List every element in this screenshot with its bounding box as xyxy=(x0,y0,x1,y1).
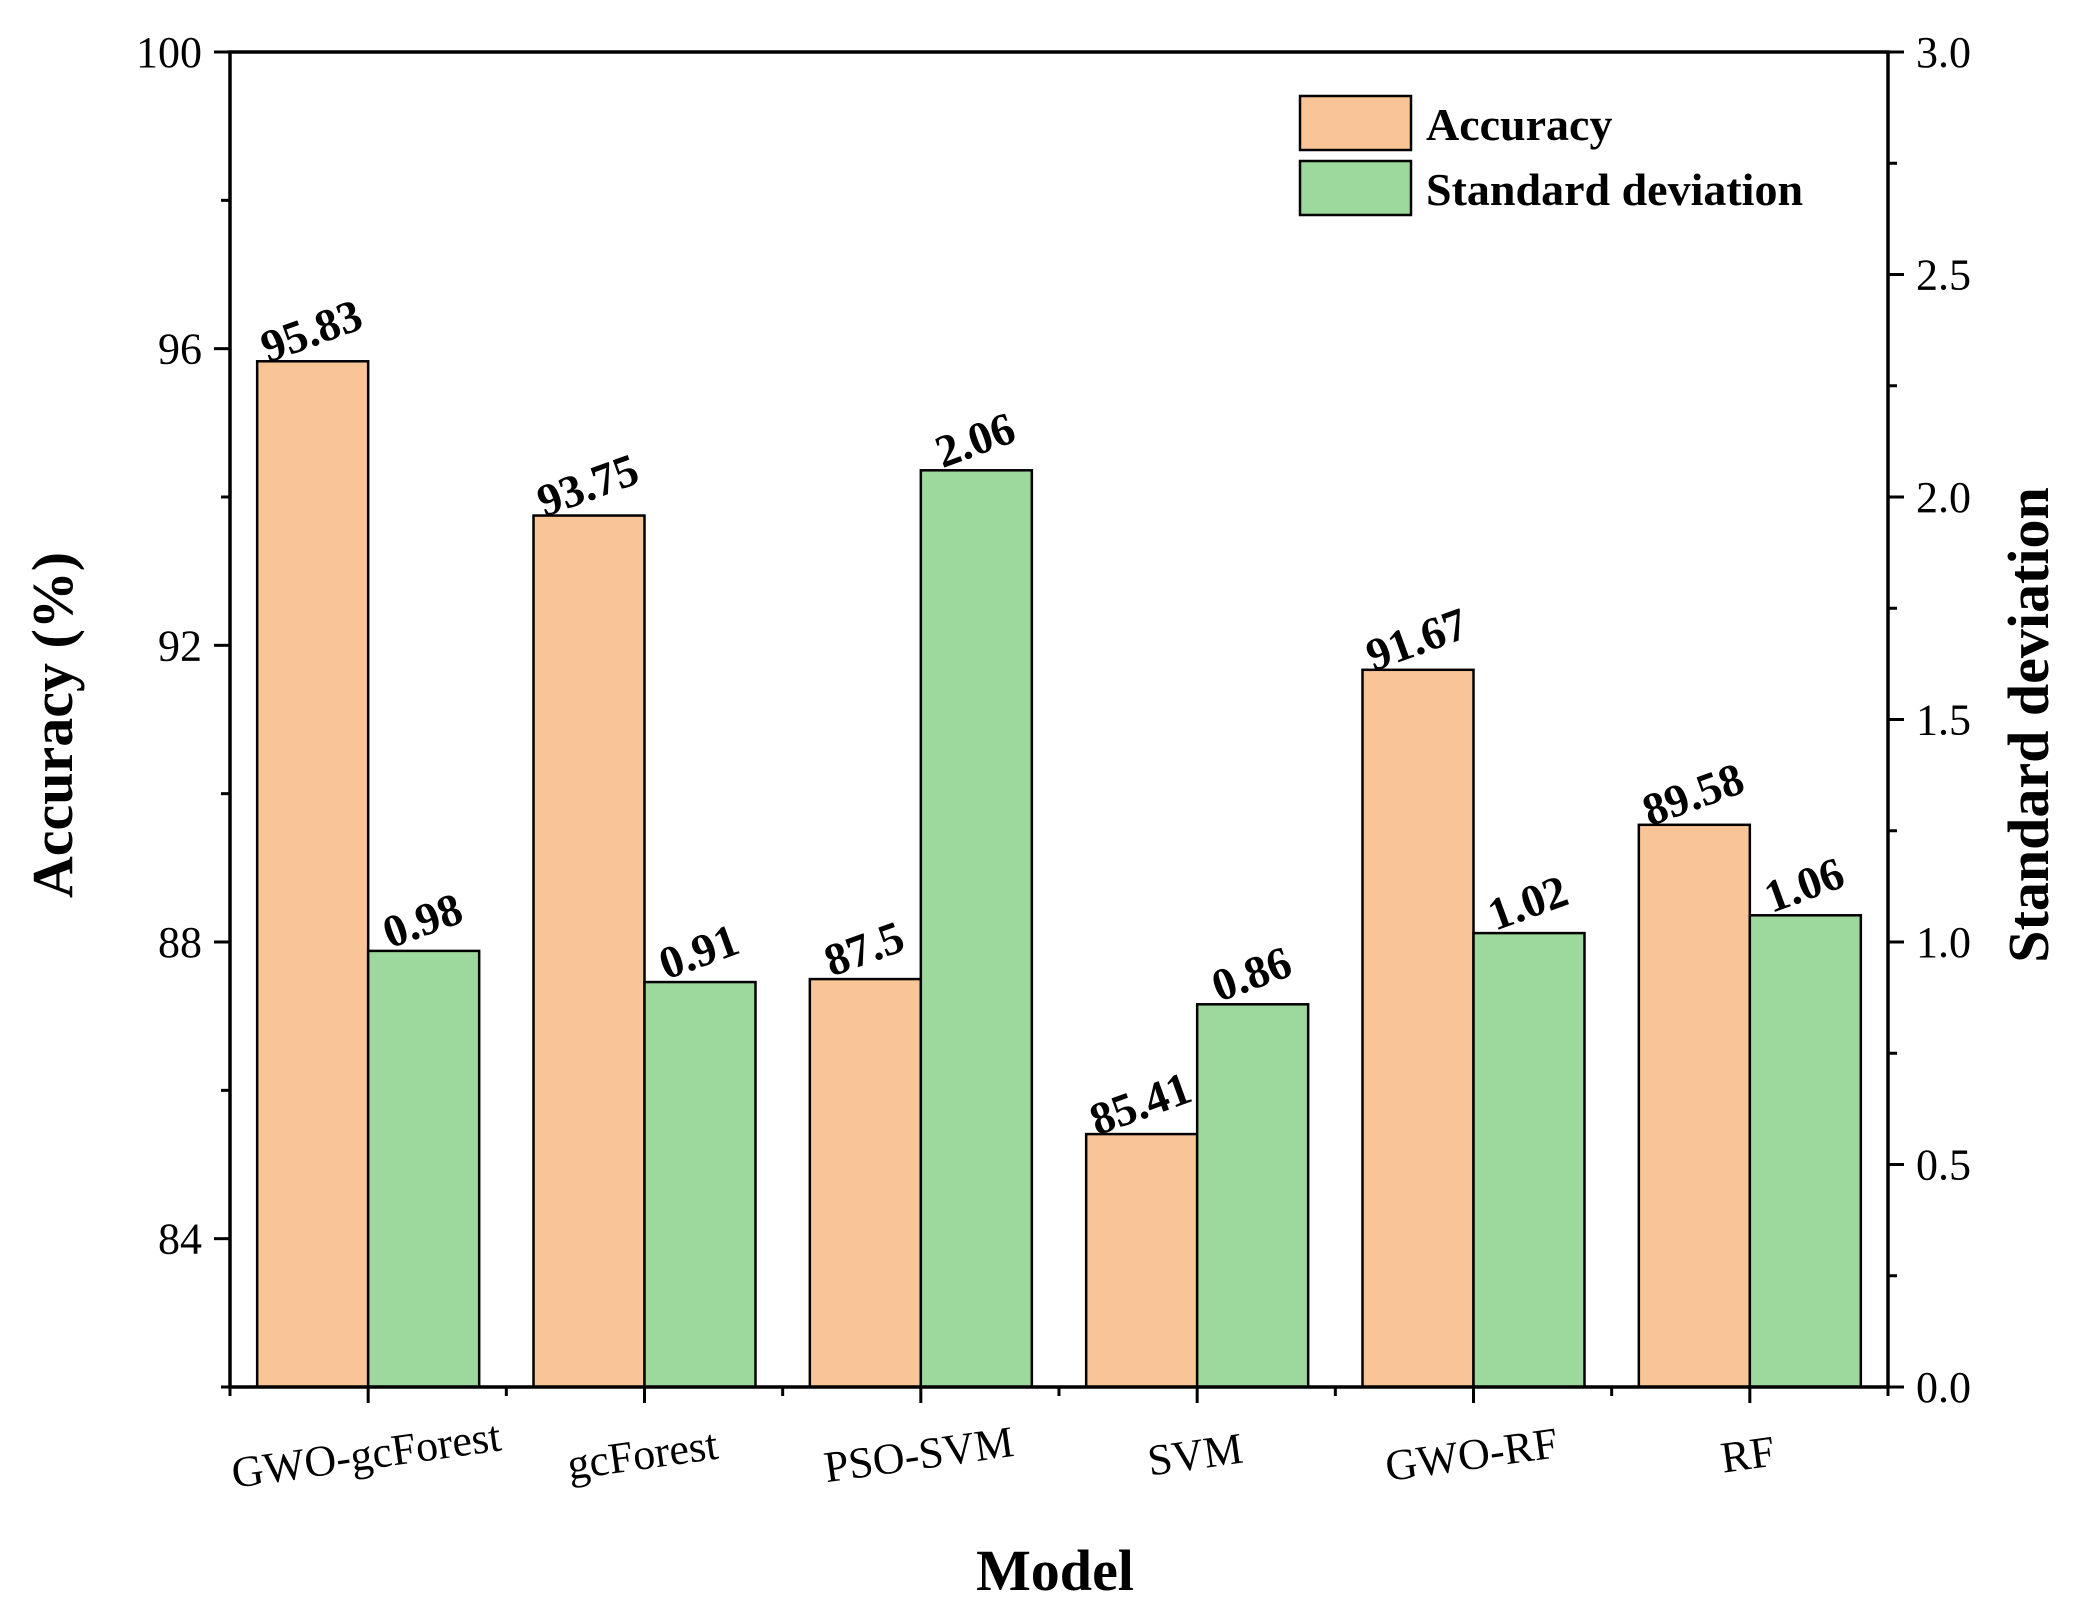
data-label-accuracy-gcforest: 93.75 xyxy=(530,443,645,526)
bar-std-rf xyxy=(1748,914,1863,1389)
bar-accuracy-gwo-gcforest xyxy=(255,360,370,1389)
x-tick-label-gwo-rf: GWO-RF xyxy=(1382,1418,1561,1491)
bar-std-pso-svm xyxy=(919,469,1034,1389)
x-tick-label-rf: RF xyxy=(1718,1427,1778,1483)
y2-tick-label: 0.0 xyxy=(1916,1363,1971,1412)
y2-tick-label: 1.0 xyxy=(1916,918,1971,967)
y-tick-label: 88 xyxy=(158,918,202,967)
bar-std-gwo-rf xyxy=(1472,931,1586,1389)
y2-tick-label: 0.5 xyxy=(1916,1141,1971,1190)
bar-accuracy-gcforest xyxy=(532,514,646,1389)
legend: Accuracy Standard deviation xyxy=(1298,94,1803,217)
legend-label-accuracy: Accuracy xyxy=(1426,99,1612,150)
bars-layer xyxy=(255,360,1863,1389)
y-tick-label: 92 xyxy=(158,621,202,670)
y-tick-label: 100 xyxy=(136,28,202,77)
x-tick-label-gwo-gcforest: GWO-gcForest xyxy=(228,1412,503,1498)
data-label-std-pso-svm: 2.06 xyxy=(928,402,1021,477)
legend-swatch-std xyxy=(1298,159,1413,217)
y2-tick-label: 2.0 xyxy=(1916,473,1971,522)
bar-accuracy-svm xyxy=(1084,1132,1199,1389)
data-label-accuracy-rf: 89.58 xyxy=(1636,753,1751,836)
data-label-accuracy-svm: 85.41 xyxy=(1083,1062,1198,1145)
x-axis-title: Model xyxy=(976,1538,1134,1603)
data-label-std-rf: 1.06 xyxy=(1757,847,1850,922)
data-label-accuracy-gwo-gcforest: 95.83 xyxy=(254,289,369,372)
data-label-accuracy-gwo-rf: 91.67 xyxy=(1359,598,1474,681)
y-axis-title: Accuracy (%) xyxy=(20,552,85,898)
data-label-std-svm: 0.86 xyxy=(1205,936,1298,1011)
bar-std-svm xyxy=(1195,1003,1310,1389)
y-tick-label: 84 xyxy=(158,1215,202,1264)
data-label-std-gwo-rf: 1.02 xyxy=(1481,865,1574,940)
bar-std-gwo-gcforest xyxy=(366,949,481,1389)
y2-axis-title: Standard deviation xyxy=(1996,487,2061,962)
bar-accuracy-gwo-rf xyxy=(1361,668,1475,1389)
data-labels-layer: 95.83 0.98 93.75 0.91 87.5 2.06 85.410.86 91.67… xyxy=(254,289,1851,1145)
bar-accuracy-pso-svm xyxy=(808,977,923,1389)
legend-label-std: Standard deviation xyxy=(1426,164,1803,215)
x-tick-label-svm: SVM xyxy=(1145,1424,1246,1486)
bar-accuracy-rf xyxy=(1637,823,1752,1389)
x-tick-label-gcforest: gcForest xyxy=(564,1420,721,1490)
y2-tick-label: 3.0 xyxy=(1916,28,1971,77)
y2-tick-label: 1.5 xyxy=(1916,696,1971,745)
bar-std-gcforest xyxy=(643,980,757,1389)
legend-swatch-accuracy xyxy=(1298,94,1413,152)
y2-tick-label: 2.5 xyxy=(1916,251,1971,300)
x-tick-label-pso-svm: PSO-SVM xyxy=(821,1417,1017,1492)
data-label-std-gcforest: 0.91 xyxy=(652,914,745,989)
data-label-accuracy-pso-svm: 87.5 xyxy=(817,911,910,986)
y-tick-label: 96 xyxy=(158,325,202,374)
data-label-std-gwo-gcforest: 0.98 xyxy=(376,883,469,958)
